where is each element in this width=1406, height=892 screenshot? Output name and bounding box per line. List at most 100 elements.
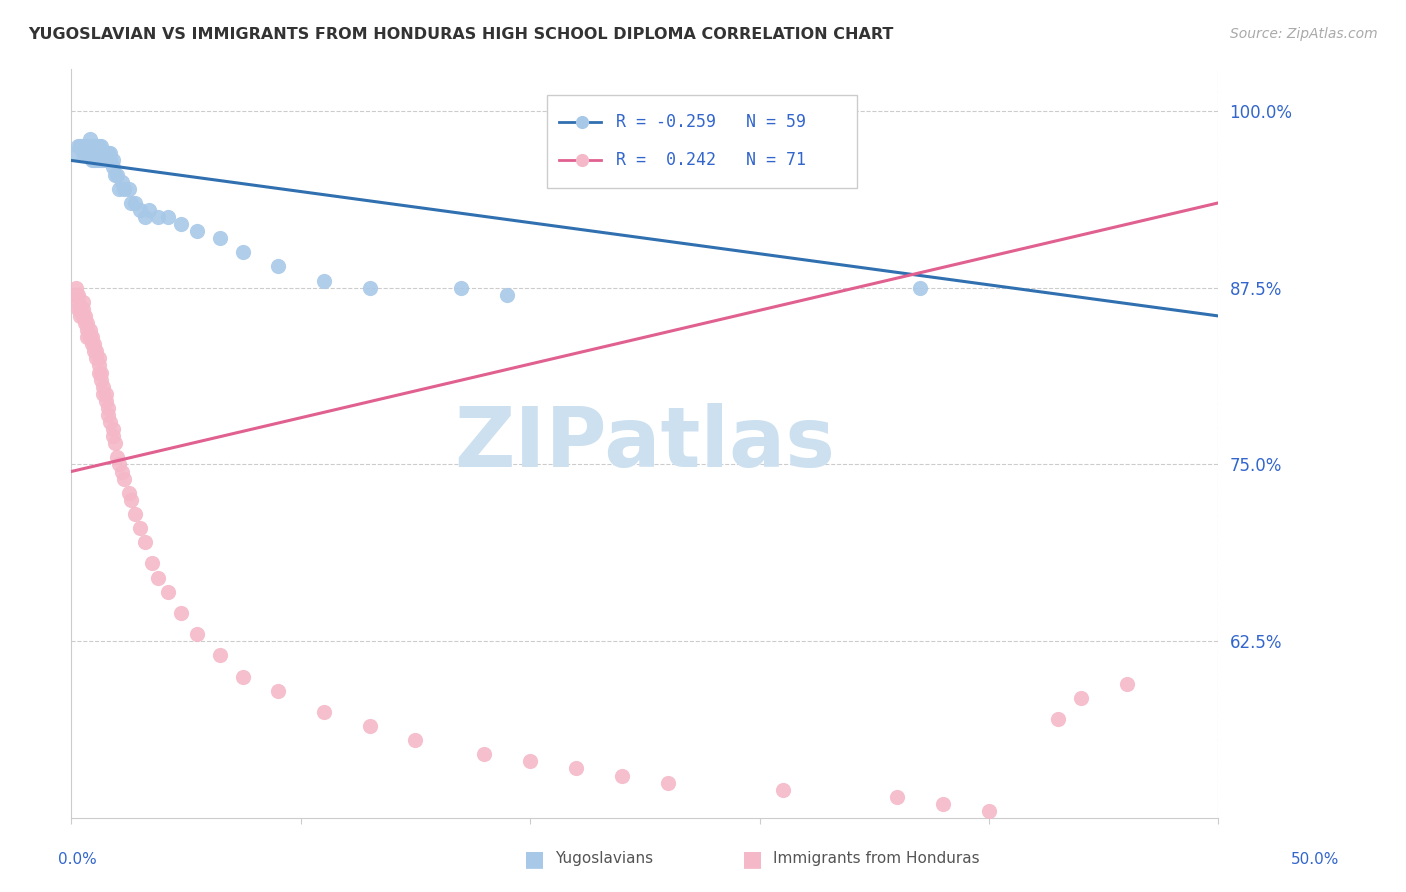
Point [101,429,124,443]
Point [138,202,160,217]
Point [105,450,128,465]
Point [73,316,96,330]
Point [104,168,127,182]
Point [977,804,1000,818]
Point [1046,712,1069,726]
Point [908,281,931,295]
Text: Yugoslavians: Yugoslavians [555,852,654,866]
Text: Source: ZipAtlas.com: Source: ZipAtlas.com [1230,27,1378,41]
Point [359,281,381,295]
Text: Immigrants from Honduras: Immigrants from Honduras [773,852,980,866]
Point [73,309,96,323]
Point [94,146,117,161]
Point [65,146,87,161]
Point [80,139,103,153]
Text: ■: ■ [742,849,762,869]
Point [80,153,103,168]
Point [80,330,103,344]
Point [134,535,156,549]
Point [86,146,108,161]
Point [657,775,679,789]
Point [94,393,117,408]
Point [86,351,108,366]
Point [90,146,112,161]
Point [496,287,519,301]
Point [232,669,254,683]
Point [65,287,87,301]
Point [93,379,115,393]
Point [67,294,90,309]
Point [932,797,955,811]
Point [886,789,908,804]
Point [69,309,91,323]
Point [1115,676,1137,690]
Point [83,344,105,359]
Point [87,139,110,153]
Point [87,366,110,380]
Point [93,386,115,401]
Point [79,139,101,153]
Point [772,782,794,797]
Point [80,337,103,351]
Point [83,337,105,351]
Point [472,747,495,762]
Point [450,281,472,295]
Point [1081,206,1104,220]
Point [67,287,90,301]
Point [124,507,146,521]
Point [112,472,135,486]
Point [86,344,108,359]
Point [186,627,208,641]
Point [76,330,98,344]
Point [97,146,120,161]
Point [76,139,98,153]
Point [170,606,193,620]
Point [97,408,120,422]
Point [148,210,170,224]
Point [565,761,588,775]
Point [83,146,105,161]
Point [94,386,117,401]
Point [76,146,98,161]
Text: ■: ■ [524,849,544,869]
Point [312,274,335,288]
Point [87,146,110,161]
Point [69,139,91,153]
Point [134,210,156,224]
Point [72,139,94,153]
Point [101,161,124,175]
Point [120,492,142,507]
Point [72,309,94,323]
Point [519,755,541,769]
Text: R = -0.259   N = 59: R = -0.259 N = 59 [616,113,806,131]
Point [111,465,134,479]
FancyBboxPatch shape [547,95,858,188]
Point [156,210,179,224]
Point [232,245,254,260]
Point [111,175,134,189]
Point [312,705,335,719]
Point [129,202,152,217]
Point [67,301,90,316]
Point [90,153,112,168]
Point [359,719,381,733]
Point [94,153,117,168]
Point [267,683,290,698]
Point [97,401,120,415]
Point [65,281,87,295]
Point [156,584,179,599]
Point [101,153,124,168]
Point [79,132,101,146]
Point [267,260,290,274]
Point [90,366,112,380]
Point [97,153,120,168]
Point [120,195,142,210]
Point [90,373,112,387]
Point [108,182,131,196]
Point [404,733,426,747]
Point [79,330,101,344]
Text: ZIPatlas: ZIPatlas [454,402,835,483]
Point [141,557,163,571]
Point [72,146,94,161]
Point [93,153,115,168]
